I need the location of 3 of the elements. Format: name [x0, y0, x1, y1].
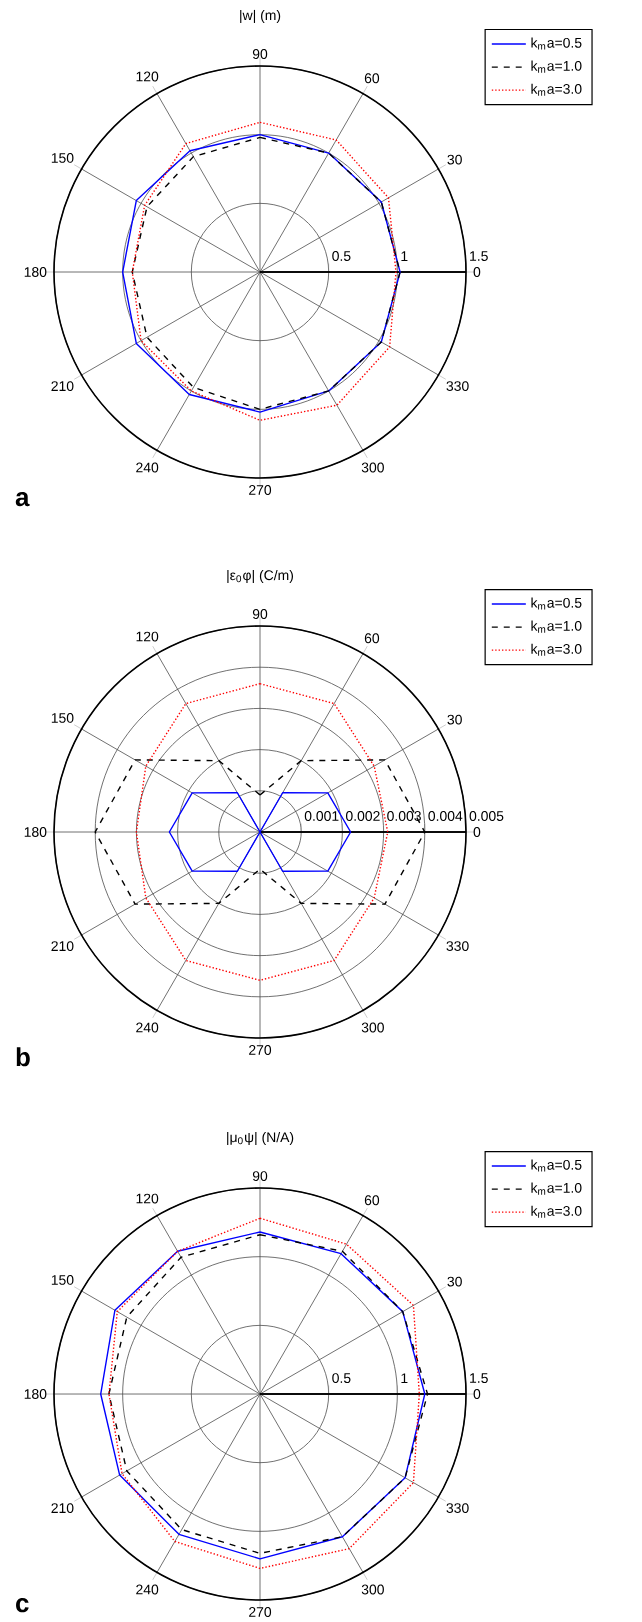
text: c: [16, 1598, 29, 1613]
text: a: [15, 492, 30, 507]
text: b: [16, 1047, 30, 1067]
